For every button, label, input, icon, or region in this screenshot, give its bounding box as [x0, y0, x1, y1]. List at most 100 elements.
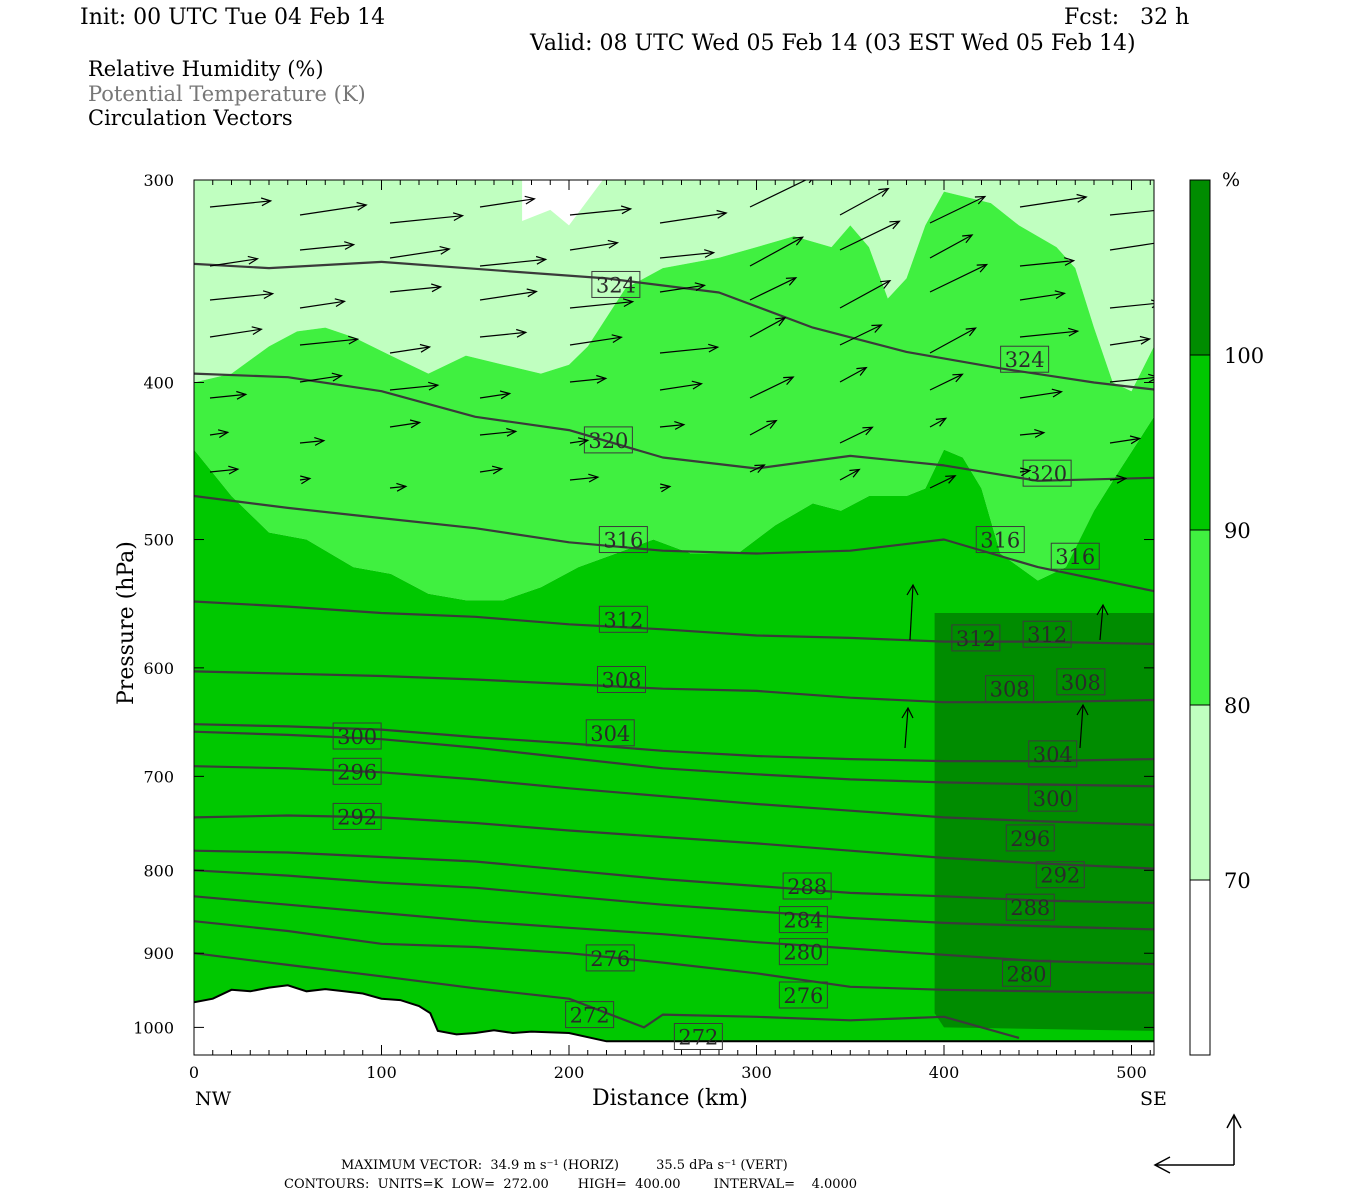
theta-label-324: 324 [1005, 348, 1045, 372]
theta-label-box-316 [598, 526, 648, 554]
circulation-vector [904, 707, 909, 749]
circulation-vector [209, 468, 238, 473]
circulation-vector-head [976, 263, 989, 273]
circulation-vector-head [217, 429, 230, 439]
theta-label-box-292 [1035, 861, 1085, 889]
colorbar-segment [1189, 879, 1211, 1056]
circulation-vector [659, 424, 684, 428]
theta-label-box-300 [1028, 784, 1078, 812]
circulation-vector-head [439, 246, 451, 255]
circulation-vector-head [880, 279, 892, 289]
circulation-vector [569, 301, 633, 309]
init-time: Init: 00 UTC Tue 04 Feb 14 [80, 5, 386, 30]
circulation-vector [479, 258, 546, 267]
circulation-vector [839, 367, 867, 383]
circulation-vector-head [935, 417, 948, 427]
circulation-vector-head [596, 374, 608, 384]
axis-ticks: 0 100 200 300 400 500 300 400 500 600 700 800 900 100… [133, 171, 1154, 1082]
x-tick-label: 500 [1116, 1063, 1147, 1082]
circulation-vector [1109, 376, 1154, 383]
circulation-vector-head [1051, 388, 1064, 398]
y-tick-label: 700 [143, 767, 174, 786]
colorbar: 70 80 90 100 [1189, 179, 1264, 1056]
circulation-vector [209, 258, 258, 267]
circulation-vector [209, 200, 271, 208]
circulation-vector-head [766, 419, 778, 429]
colorbar-level-label: 90 [1224, 519, 1251, 543]
circulation-vector [839, 426, 873, 444]
circulation-vector-head [871, 324, 883, 333]
theta-label-312: 312 [956, 627, 996, 651]
circulation-vector [569, 336, 622, 346]
colorbar-segment [1189, 529, 1211, 706]
theta-label-box-280 [778, 938, 828, 966]
valid-time: Valid: 08 UTC Wed 05 Feb 14 (03 EST Wed … [530, 31, 1136, 56]
y-tick-label: 900 [143, 944, 174, 963]
theta-label-292: 292 [337, 805, 377, 829]
theta-label-316: 316 [603, 529, 643, 553]
circulation-vector [1019, 292, 1065, 301]
theta-label-324: 324 [596, 273, 636, 297]
circulation-vector-head [535, 255, 548, 265]
circulation-vector-head [260, 197, 273, 207]
circulation-vector-head [785, 277, 798, 286]
circulation-vector [929, 373, 963, 391]
circulation-vector-head [331, 372, 344, 382]
circulation-vector-head [965, 327, 977, 337]
circulation-vector [929, 417, 947, 428]
circulation-vector-head [1064, 257, 1076, 266]
circulation-vector [1079, 704, 1084, 749]
theta-label-box-284 [778, 906, 828, 934]
theta-label-box-296 [1005, 824, 1055, 852]
circulation-vector-head [1034, 429, 1046, 438]
circulation-vector-head [428, 381, 440, 391]
circulation-vector [479, 392, 510, 399]
colorbar-level-label: 80 [1224, 694, 1251, 718]
theta-label-box-276 [585, 944, 635, 972]
theta-label-296: 296 [337, 760, 377, 784]
theta-label-272: 272 [570, 1004, 610, 1028]
colorbar-unit: % [1222, 169, 1241, 191]
circulation-vector-head [300, 475, 312, 485]
circulation-vector [209, 328, 262, 338]
circulation-vector-head [577, 437, 590, 447]
circulation-vector [1109, 302, 1154, 309]
circulation-vector [839, 188, 889, 216]
circulation-vector-head [1116, 474, 1128, 484]
x-tick-label: 0 [189, 1063, 199, 1082]
circulation-vector-head [754, 464, 766, 473]
theta-contour-272 [194, 952, 1020, 1039]
y-tick-label: 500 [143, 531, 174, 550]
circulation-vector-head [1173, 205, 1183, 213]
circulation-vector [659, 485, 670, 489]
theta-contour-292 [194, 814, 1154, 870]
theta-label-316: 316 [980, 529, 1020, 553]
circulation-vector-head [396, 482, 408, 492]
y-tick-label: 600 [143, 659, 174, 678]
circulation-vector-head [1148, 373, 1154, 383]
theta-contour-296 [194, 765, 1154, 826]
circulation-vector-head [622, 298, 635, 308]
y-tick-label: 800 [143, 861, 174, 880]
circulation-vector-head [704, 249, 716, 258]
circulation-vector [1109, 477, 1126, 481]
circulation-vector-head [1129, 435, 1142, 445]
circulation-vector [569, 439, 588, 444]
theta-label-box-312 [951, 624, 1001, 652]
theta-label-292: 292 [1040, 864, 1080, 888]
x-tick-label: 400 [929, 1063, 960, 1082]
circulation-vector-head [452, 212, 465, 222]
circulation-vector [389, 421, 420, 428]
circulation-vector [479, 430, 516, 436]
circulation-vector-head [1076, 193, 1088, 203]
circulation-vector [299, 338, 358, 346]
theta-contour-320 [194, 372, 1154, 482]
theta-label-box-316 [975, 526, 1025, 554]
theta-contour-layer: 324 324 320 320 316 316 316 312 312 312 308 308 308 3… [194, 260, 1154, 1050]
theta-label-304: 304 [590, 722, 630, 746]
circulation-vector-head [344, 241, 356, 250]
circulation-vector [299, 375, 342, 383]
theta-contour-316 [194, 494, 1154, 593]
circulation-vector [659, 346, 718, 354]
circulation-vector [209, 431, 228, 436]
